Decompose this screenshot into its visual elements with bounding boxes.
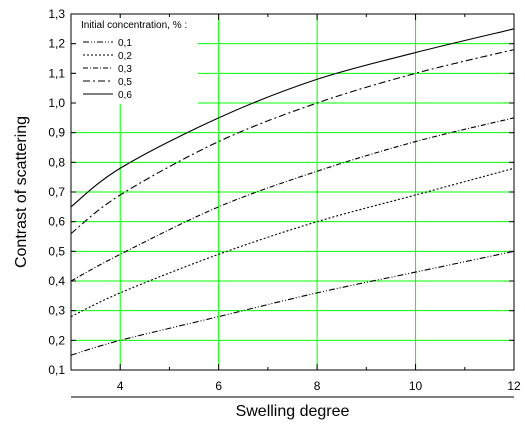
series-line-2 bbox=[70, 167, 515, 318]
x-tick-label: 12 bbox=[507, 379, 521, 393]
y-tick-label: 0,2 bbox=[48, 333, 65, 347]
series-line-5 bbox=[70, 28, 515, 208]
y-tick-label: 1,3 bbox=[48, 7, 65, 21]
y-axis-title: Contrast of scattering bbox=[13, 116, 30, 268]
x-tick-label: 8 bbox=[314, 379, 321, 393]
x-tick-label: 4 bbox=[117, 379, 124, 393]
y-tick-label: 0,8 bbox=[48, 155, 65, 169]
series-lines bbox=[70, 28, 515, 356]
y-tick-label: 0,5 bbox=[48, 244, 65, 258]
legend-label: 0,3 bbox=[118, 64, 132, 75]
legend-label: 0,1 bbox=[118, 38, 132, 49]
y-tick-label: 1,0 bbox=[48, 96, 65, 110]
legend-title: Initial concentration, % : bbox=[81, 20, 187, 31]
series-line-4 bbox=[70, 49, 515, 234]
series-line-3 bbox=[70, 117, 515, 282]
x-axis-title: Swelling degree bbox=[236, 403, 350, 420]
axis-ticks: 0,1 0,2 0,3 0,4 0,5 0,6 0,7 0,8 0,9 1,0 1,1 1,2 1,3 4… bbox=[48, 7, 521, 393]
y-tick-label: 0,7 bbox=[48, 185, 65, 199]
x-tick-label: 6 bbox=[215, 379, 222, 393]
legend-label: 0,6 bbox=[118, 90, 132, 101]
y-tick-label: 0,3 bbox=[48, 304, 65, 318]
x-tick-label: 10 bbox=[409, 379, 423, 393]
y-tick-label: 0,1 bbox=[48, 363, 65, 377]
legend-background bbox=[76, 18, 198, 104]
series-line-1 bbox=[70, 250, 515, 356]
y-tick-label: 1,1 bbox=[48, 66, 65, 80]
y-tick-label: 0,9 bbox=[48, 126, 65, 140]
legend: Initial concentration, % : 0,1 0,2 0,3 0,5 0… bbox=[76, 18, 198, 104]
legend-label: 0,5 bbox=[118, 77, 132, 88]
y-tick-label: 0,6 bbox=[48, 215, 65, 229]
legend-label: 0,2 bbox=[118, 51, 132, 62]
y-tick-label: 1,2 bbox=[48, 37, 65, 51]
y-tick-label: 0,4 bbox=[48, 274, 65, 288]
